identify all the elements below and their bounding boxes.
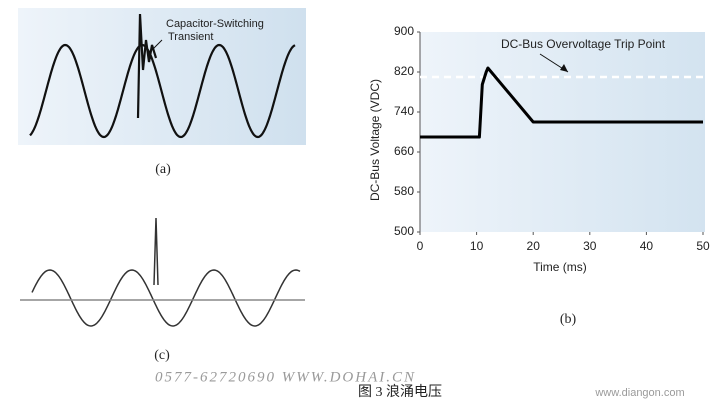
x-tick-label: 50 <box>696 239 710 253</box>
panel-label: (b) <box>560 312 577 327</box>
chart-b: 500 580 660 740 820 900 0 10 20 30 40 50 Time (ms) DC… <box>368 24 710 274</box>
trip-annotation: DC-Bus Overvoltage Trip Point <box>501 37 666 51</box>
y-tick-label: 820 <box>394 64 414 78</box>
watermark: 0577-62720690 WWW.DOHAI.CN <box>155 369 416 385</box>
panel-label: (a) <box>155 162 171 177</box>
annotation-pointer <box>151 39 163 51</box>
y-tick-label: 900 <box>394 24 414 38</box>
waveform-c <box>31 217 301 327</box>
y-tick-label: 500 <box>394 224 414 238</box>
panel-a-background <box>18 8 306 145</box>
y-tick-label: 580 <box>394 184 414 198</box>
x-tick-label: 20 <box>527 239 541 253</box>
y-tick-label: 740 <box>394 104 414 118</box>
plot-background <box>420 32 705 232</box>
y-tick-label: 660 <box>394 144 414 158</box>
arrow-head <box>560 64 568 72</box>
waveform-a <box>29 13 296 139</box>
transient-annotation: Capacitor-Switching Transient <box>166 18 264 43</box>
x-tick-label: 30 <box>583 239 597 253</box>
y-axis-label: DC-Bus Voltage (VDC) <box>368 79 382 201</box>
x-tick-label: 0 <box>417 239 424 253</box>
x-tick-label: 40 <box>640 239 654 253</box>
caption: 图 3 浪涌电压 <box>358 384 442 400</box>
voltage-line <box>420 66 703 139</box>
panel-label: (c) <box>154 348 170 363</box>
x-tick-label: 10 <box>470 239 484 253</box>
watermark: www.diangon.com <box>594 387 684 399</box>
x-axis-label: Time (ms) <box>533 260 587 274</box>
